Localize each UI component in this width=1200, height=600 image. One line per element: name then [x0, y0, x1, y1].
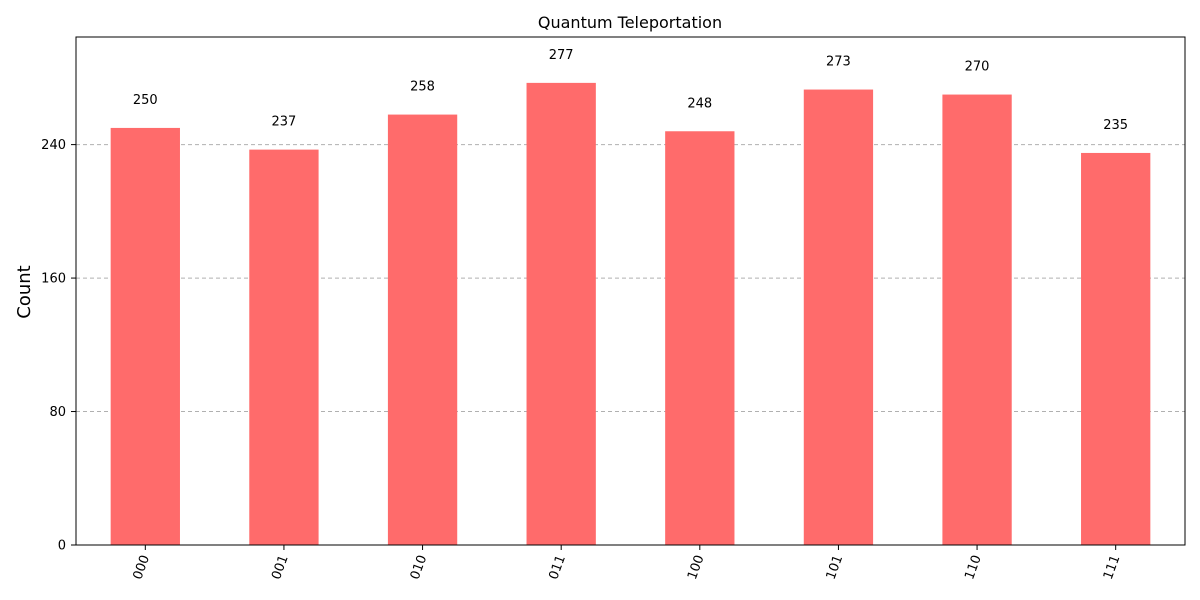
bar: [249, 149, 319, 545]
data-label: 250: [133, 93, 158, 108]
data-label: 248: [687, 96, 712, 111]
x-tick-label: 010: [408, 553, 431, 581]
bar: [526, 82, 596, 546]
x-tick-label: 011: [546, 553, 569, 581]
data-label: 277: [549, 48, 574, 63]
bars: [110, 82, 1151, 546]
y-tick-label: 0: [58, 539, 66, 554]
x-tick-label: 100: [685, 553, 708, 581]
chart-title: Quantum Teleportation: [538, 13, 722, 32]
bar: [1081, 152, 1151, 545]
y-tick-label: 160: [41, 272, 66, 287]
y-axis-ticks: 0 80 160 240: [41, 138, 76, 554]
x-tick-label: 001: [269, 553, 292, 581]
grid-lines: [76, 144, 1185, 413]
data-label: 273: [826, 55, 851, 70]
y-tick-label: 240: [41, 138, 66, 153]
data-label: 237: [272, 115, 297, 130]
bar: [387, 114, 458, 545]
x-axis-ticks: 000 001 010 011 100 101 110 111: [130, 545, 1123, 582]
plot-frame: [75, 36, 1186, 546]
x-tick-label: 000: [130, 553, 153, 581]
bar: [942, 94, 1012, 546]
x-tick-label: 110: [962, 553, 985, 581]
data-label: 258: [410, 80, 435, 95]
bar: [110, 127, 180, 545]
bar: [803, 89, 874, 545]
y-tick-label: 80: [49, 405, 66, 420]
data-labels: 250 237 258 277 248 273 270 235: [133, 48, 1128, 133]
y-axis-label: Count: [14, 265, 35, 318]
data-label: 235: [1103, 118, 1128, 133]
data-label: 270: [965, 60, 990, 75]
x-tick-label: 101: [824, 553, 847, 581]
bar: [665, 131, 735, 545]
x-tick-label: 111: [1101, 553, 1124, 581]
